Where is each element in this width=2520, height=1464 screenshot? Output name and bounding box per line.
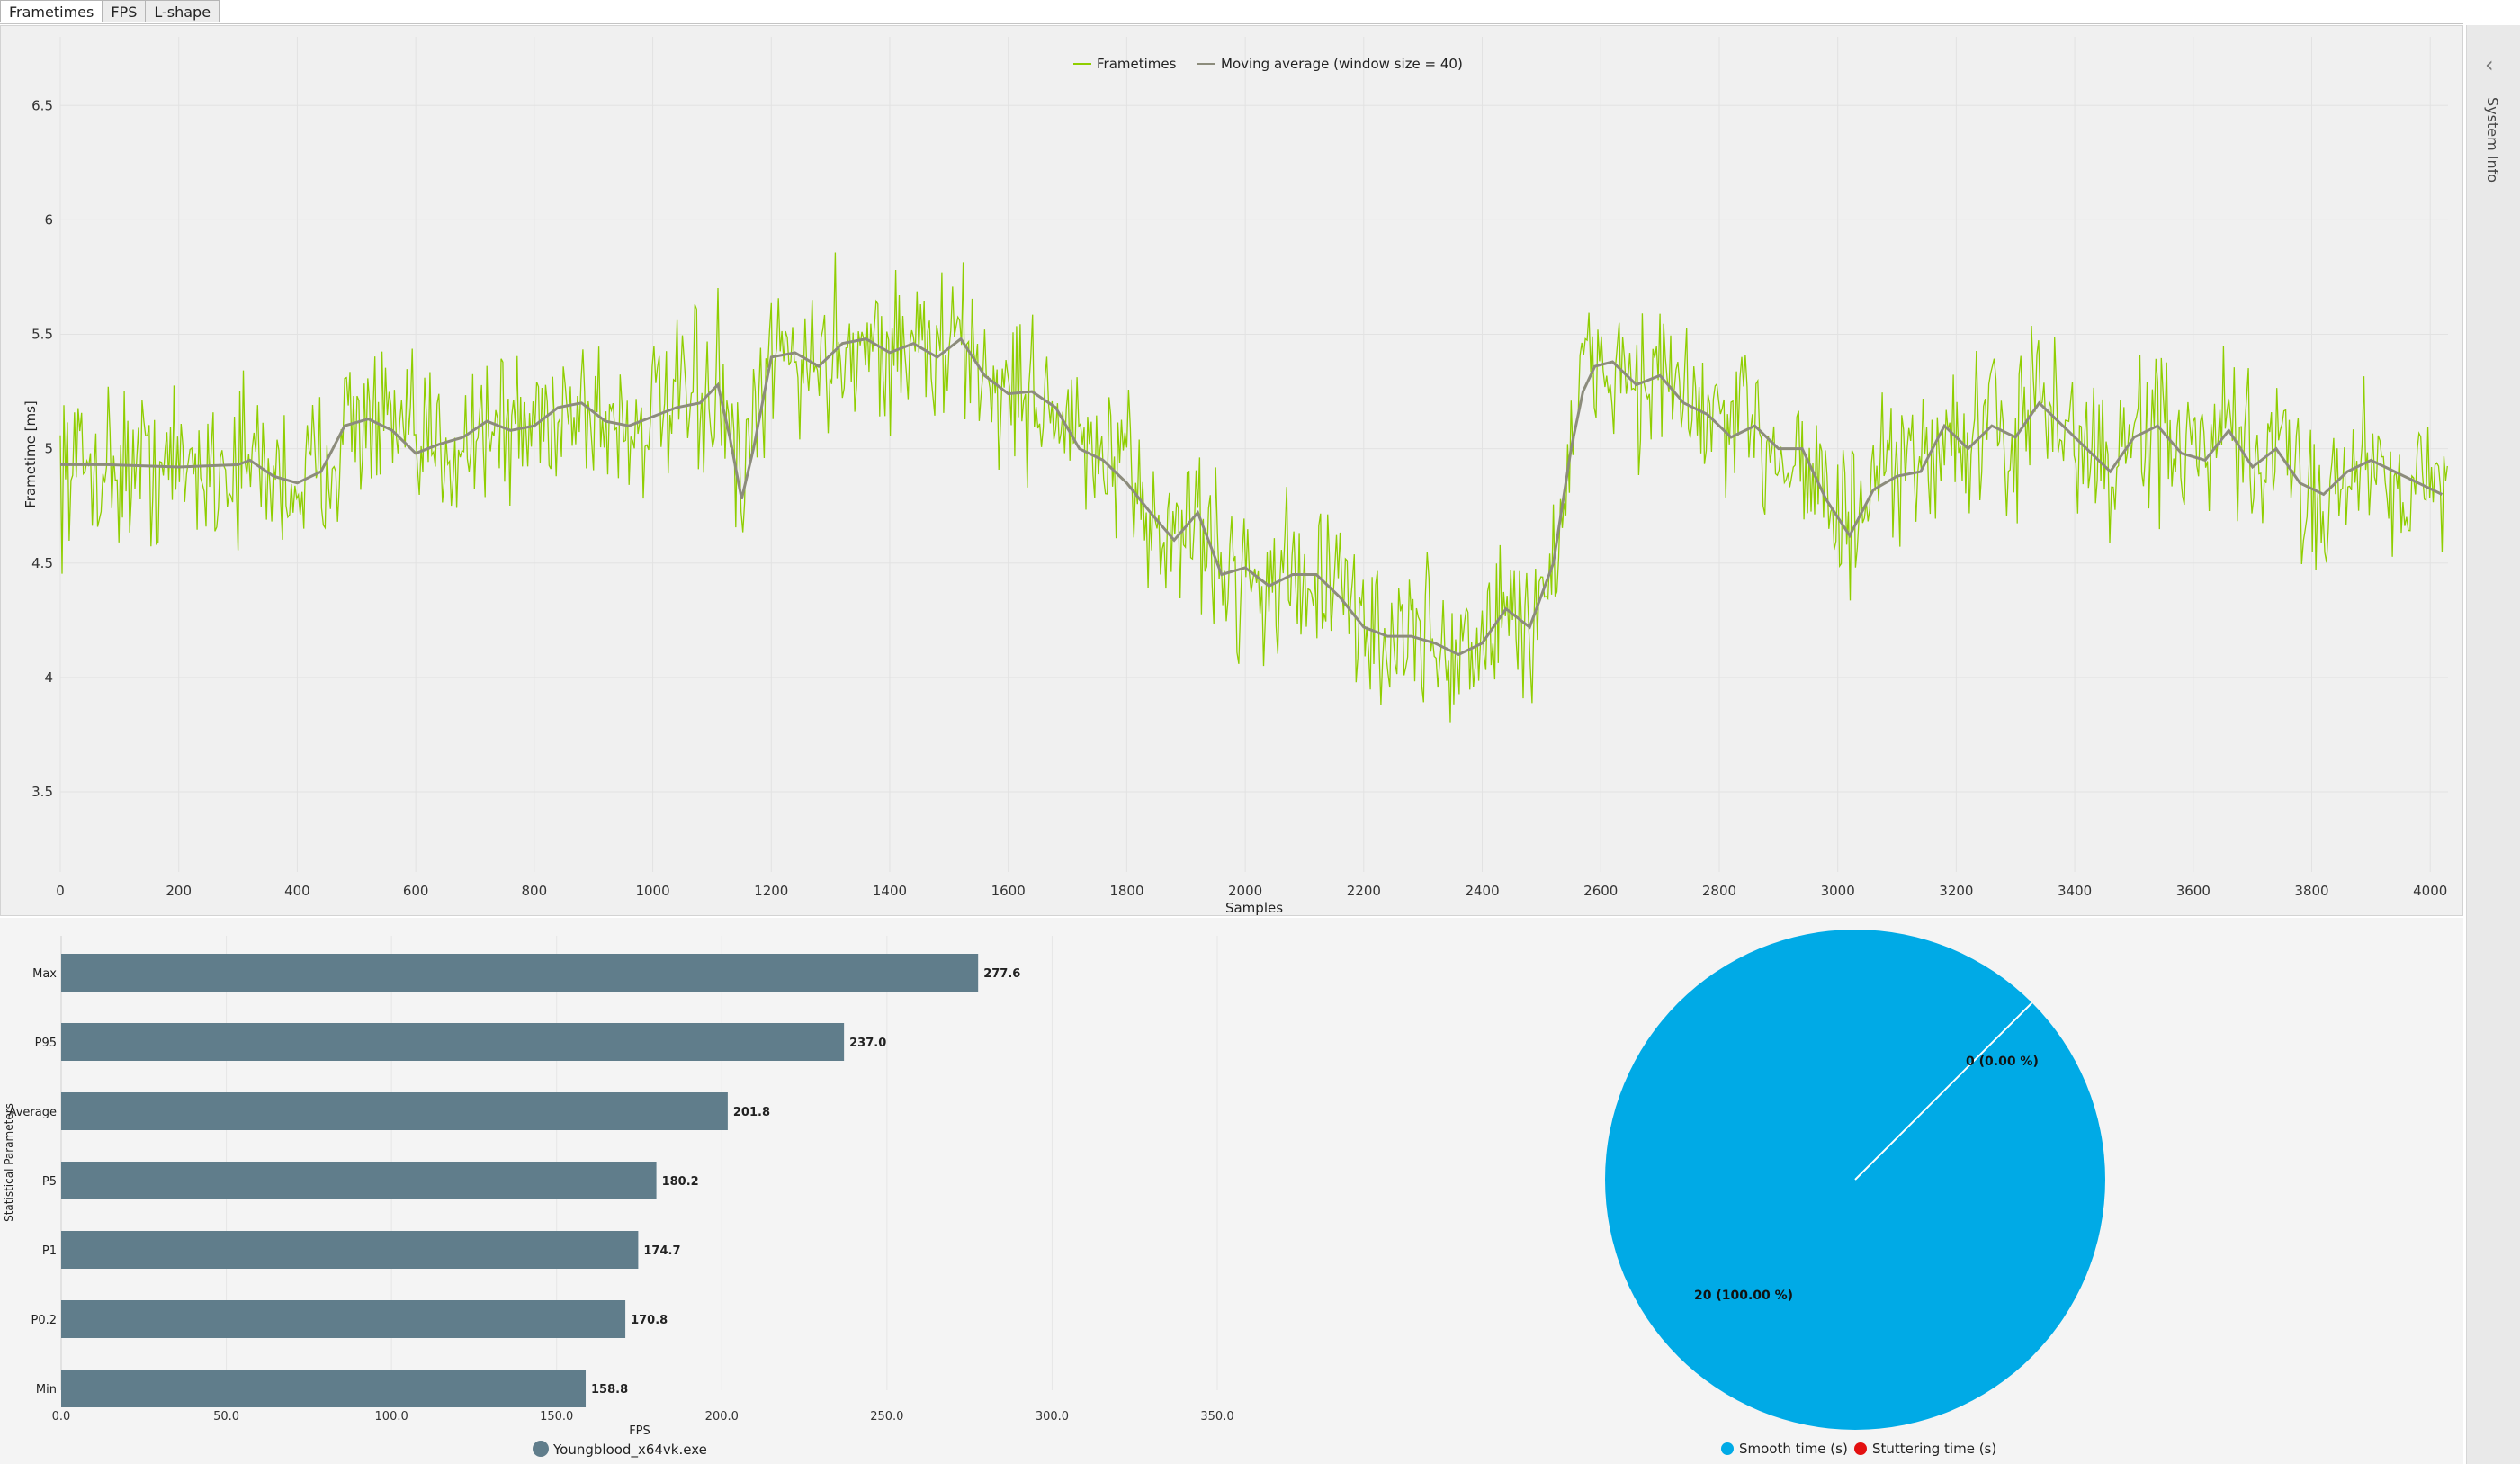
y-tick-label: 6.5	[31, 97, 53, 113]
fps-bar-chart: 0.0 50.0 100.0 150.0 200.0 250.0 300.0 350.0 Max…	[3, 936, 1234, 1459]
x-axis-label: Samples	[1225, 900, 1283, 916]
bar-value-label: 174.7	[643, 1244, 680, 1258]
stutter-pie-chart: 0 (0.00 %) 20 (100.00 %) Smooth time (s) St…	[1605, 930, 2105, 1457]
x-tick-label: 3600	[2176, 883, 2211, 899]
bar-value-label: 237.0	[849, 1037, 886, 1050]
legend-frametimes-label: Frametimes	[1097, 56, 1177, 72]
pie-slice-label-smooth: 20 (100.00 %)	[1694, 1289, 1793, 1303]
x-tick-label: 3800	[2294, 883, 2328, 899]
legend-stutter-swatch	[1854, 1442, 1867, 1455]
x-tick-label: 350.0	[1200, 1410, 1233, 1424]
category-label: P5	[42, 1175, 57, 1189]
bar	[61, 1370, 587, 1407]
x-tick-label: 300.0	[1036, 1410, 1069, 1424]
x-tick-label: 3200	[1939, 883, 1973, 899]
x-tick-label: 200	[166, 883, 192, 899]
x-tick-label: 0	[56, 883, 65, 899]
pie-slice-boundary	[1854, 1001, 2033, 1181]
x-tick-label: 800	[522, 883, 548, 899]
bar-value-label: 201.8	[733, 1106, 770, 1119]
chevron-left-icon[interactable]: ‹	[2485, 52, 2494, 77]
moving-average-series-line	[60, 337, 2444, 657]
x-tick-label: 1800	[1109, 883, 1143, 899]
system-info-label: System Info	[2484, 97, 2501, 184]
x-tick-label: 1600	[991, 883, 1026, 899]
x-tick-label: 2400	[1465, 883, 1499, 899]
x-tick-label: 400	[284, 883, 310, 899]
bar-value-label: 277.6	[983, 967, 1020, 981]
x-tick-label: 50.0	[213, 1410, 239, 1424]
bar-value-label: 170.8	[631, 1314, 668, 1327]
x-tick-label: 2000	[1228, 883, 1262, 899]
tab-l-shape[interactable]: L-shape	[145, 0, 220, 22]
x-tick-label: 1000	[635, 883, 669, 899]
x-tick-label: 100.0	[375, 1410, 408, 1424]
x-tick-label: 4000	[2413, 883, 2447, 899]
legend-smooth-swatch	[1721, 1442, 1734, 1455]
x-tick-label: 150.0	[540, 1410, 573, 1424]
bar	[61, 954, 979, 992]
frametimes-chart: 3.5 4 4.5 5 5.5 6 6.5 0 200 400 600 800 1000 1200 1400…	[22, 37, 2448, 916]
frametimes-series-line	[59, 252, 2448, 723]
x-tick-label: 250.0	[870, 1410, 903, 1424]
x-tick-label: 2200	[1347, 883, 1381, 899]
category-label: Max	[32, 967, 57, 981]
tab-divider	[0, 23, 2463, 24]
x-tick-label: 200.0	[705, 1410, 739, 1424]
y-tick-label: 3.5	[31, 784, 53, 800]
legend-stutter-label: Stuttering time (s)	[1872, 1441, 1996, 1457]
x-axis-label: FPS	[629, 1424, 650, 1438]
tab-frametimes[interactable]: Frametimes	[0, 0, 103, 22]
legend-label: Youngblood_x64vk.exe	[552, 1442, 707, 1459]
x-tick-label: 2800	[1702, 883, 1736, 899]
x-tick-label: 1200	[754, 883, 788, 899]
statistics-panel: 0.0 50.0 100.0 150.0 200.0 250.0 300.0 350.0 Max…	[0, 918, 2463, 1464]
tab-bar: Frametimes FPS L-shape	[0, 0, 220, 24]
x-tick-label: 2600	[1583, 883, 1618, 899]
category-label: P95	[35, 1037, 57, 1050]
bar	[61, 1162, 657, 1199]
pie-slice-label-stutter: 0 (0.00 %)	[1966, 1055, 2039, 1069]
y-tick-label: 5	[44, 441, 53, 457]
bar-value-label: 158.8	[591, 1383, 628, 1397]
x-tick-label: 600	[403, 883, 429, 899]
frametimes-chart-panel: 3.5 4 4.5 5 5.5 6 6.5 0 200 400 600 800 1000 1200 1400…	[0, 25, 2463, 916]
y-tick-label: 4.5	[31, 555, 53, 571]
category-label: Min	[36, 1383, 57, 1397]
x-tick-label: 0.0	[52, 1410, 71, 1424]
category-label: P0.2	[31, 1314, 57, 1327]
x-tick-label: 1400	[873, 883, 907, 899]
bar	[61, 1023, 845, 1061]
category-label: Average	[9, 1106, 57, 1119]
category-label: P1	[42, 1244, 57, 1258]
legend-moving-average-label: Moving average (window size = 40)	[1221, 56, 1463, 72]
y-axis-label: Frametime [ms]	[22, 400, 39, 508]
system-info-sidebar[interactable]: ‹ System Info	[2466, 25, 2520, 1464]
bar-value-label: 180.2	[662, 1175, 699, 1189]
y-axis-label: Statistical Parameters	[3, 1103, 15, 1222]
x-tick-label: 3000	[1821, 883, 1855, 899]
y-tick-label: 5.5	[31, 327, 53, 343]
bar	[61, 1092, 728, 1130]
bar	[61, 1300, 626, 1338]
y-tick-label: 4	[44, 669, 53, 686]
x-tick-label: 3400	[2058, 883, 2092, 899]
y-tick-label: 6	[44, 211, 53, 228]
legend-swatch	[533, 1441, 549, 1457]
legend-smooth-label: Smooth time (s)	[1739, 1441, 1848, 1457]
tab-fps[interactable]: FPS	[102, 0, 147, 22]
bar	[61, 1231, 639, 1269]
